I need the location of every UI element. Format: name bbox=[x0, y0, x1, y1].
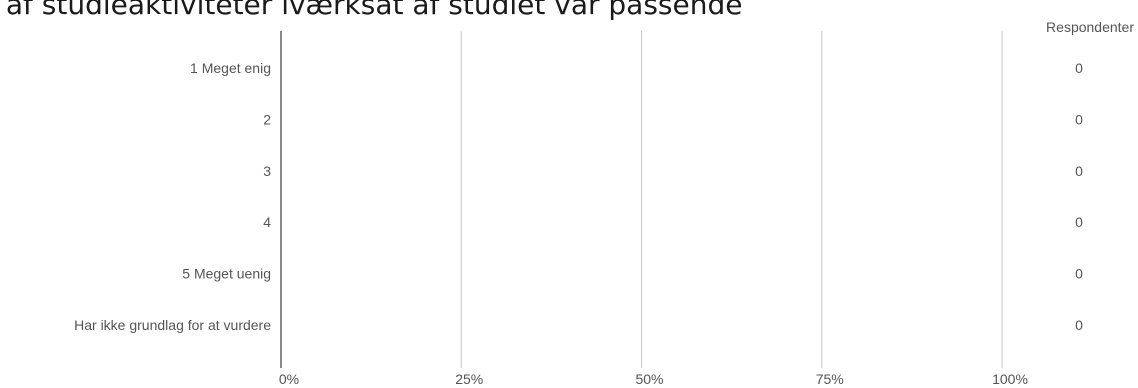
respondent-count: 0 bbox=[1075, 266, 1083, 282]
category-label: 3 bbox=[263, 163, 271, 179]
category-label: Har ikke grundlag for at vurdere bbox=[74, 317, 271, 333]
respondent-count: 0 bbox=[1075, 60, 1083, 76]
x-tick-label: 75% bbox=[816, 371, 844, 387]
category-label: 4 bbox=[263, 214, 271, 230]
x-tick-label: 0% bbox=[279, 371, 299, 387]
x-tick-label: 50% bbox=[635, 371, 663, 387]
respondent-count: 0 bbox=[1075, 317, 1083, 333]
respondent-count: 0 bbox=[1075, 111, 1083, 127]
respondents-column-header: Respondenter bbox=[1046, 19, 1134, 35]
category-label: 5 Meget uenig bbox=[182, 266, 271, 282]
x-tick-label: 100% bbox=[992, 371, 1028, 387]
respondent-count: 0 bbox=[1075, 214, 1083, 230]
respondent-count: 0 bbox=[1075, 163, 1083, 179]
count-labels: 0 0 0 0 0 0 bbox=[1075, 60, 1083, 333]
x-axis-ticks: 0% 25% 50% 75% 100% bbox=[279, 371, 1028, 387]
category-labels: 1 Meget enig 2 3 4 5 Meget uenig Har ikke gru… bbox=[74, 60, 271, 333]
gridlines bbox=[280, 31, 1003, 368]
category-label: 1 Meget enig bbox=[190, 60, 271, 76]
chart-title: t af studieaktiviteter iværksat af studi… bbox=[0, 0, 743, 21]
x-tick-label: 25% bbox=[455, 371, 483, 387]
category-label: 2 bbox=[263, 111, 271, 127]
